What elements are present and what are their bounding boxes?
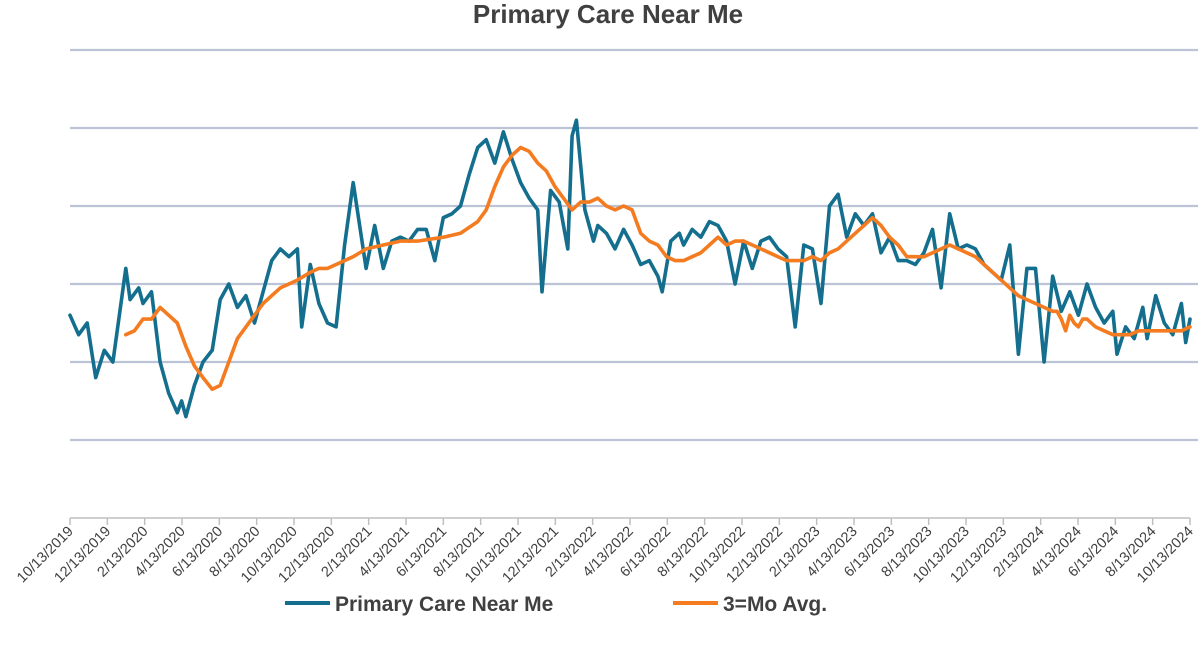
legend: Primary Care Near Me 3=Mo Avg. <box>285 593 827 616</box>
series-primary-care <box>68 118 1192 419</box>
series-3mo-avg <box>124 145 1192 392</box>
series-line <box>124 145 1192 392</box>
series-line <box>68 118 1192 419</box>
gridlines <box>70 48 1198 442</box>
legend-label-primary-care: Primary Care Near Me <box>335 593 553 616</box>
chart-title: Primary Care Near Me <box>473 0 743 29</box>
x-axis: 10/13/201912/13/20192/13/20204/13/20206/… <box>14 517 1197 586</box>
series-group <box>68 118 1192 419</box>
legend-label-3mo-avg: 3=Mo Avg. <box>723 593 827 616</box>
